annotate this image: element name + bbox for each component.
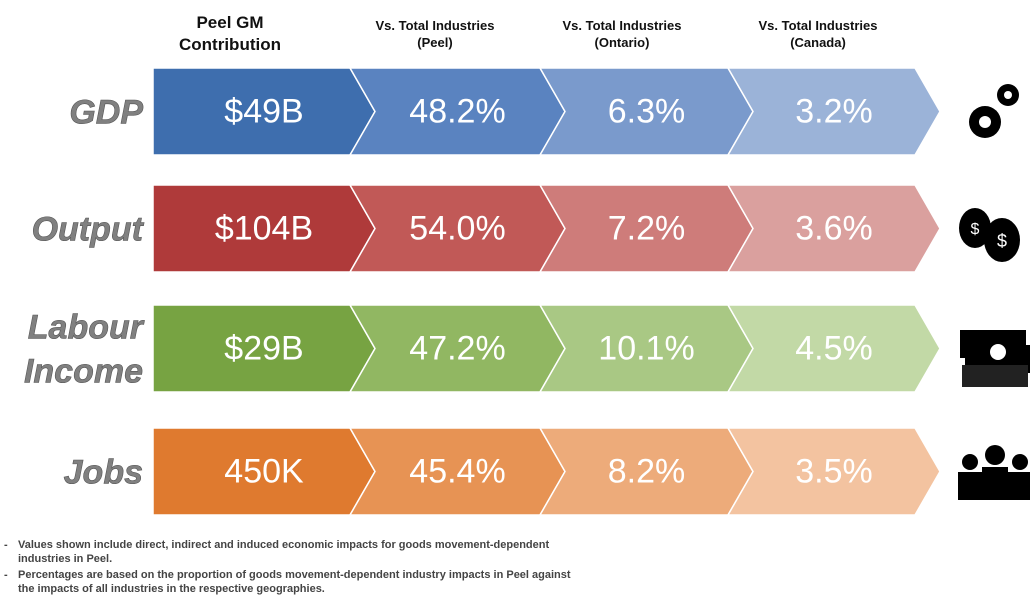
chevron <box>726 67 941 156</box>
column-header: Vs. Total Industries <box>563 18 682 33</box>
cell-value: 4.5% <box>795 329 873 367</box>
cell-value: 54.0% <box>409 209 505 247</box>
cell-value: 10.1% <box>598 329 694 367</box>
cell-value: 45.4% <box>409 452 505 490</box>
note: industries in Peel. <box>18 553 112 565</box>
cell-value: 3.6% <box>795 209 873 247</box>
column-header: (Canada) <box>790 35 846 50</box>
column-header: Contribution <box>179 35 281 54</box>
row-label: GDP <box>69 94 143 132</box>
bullet: - <box>4 569 8 581</box>
note: the impacts of all industries in the res… <box>18 583 325 595</box>
cell-value: 7.2% <box>608 209 686 247</box>
cell-value: $29B <box>224 329 303 367</box>
cell-value: 450K <box>224 452 304 490</box>
cash-icon <box>960 330 1030 387</box>
cell-value: $104B <box>215 209 313 247</box>
column-header: (Ontario) <box>595 35 650 50</box>
row-label: Output <box>32 211 145 249</box>
cell-value: 8.2% <box>608 452 686 490</box>
people-icon <box>958 445 1030 500</box>
note: Percentages are based on the proportion … <box>18 569 571 581</box>
chevron <box>726 427 941 516</box>
cell-value: 3.2% <box>795 92 873 130</box>
cell-value: 47.2% <box>409 329 505 367</box>
note: Values shown include direct, indirect an… <box>18 539 549 551</box>
column-header: Peel GM <box>196 13 263 32</box>
money-bags-icon: $ $ <box>959 208 1020 262</box>
row-label: Labour <box>28 309 145 347</box>
column-header: (Peel) <box>417 35 452 50</box>
column-header: Vs. Total Industries <box>376 18 495 33</box>
row-label: Income <box>24 353 143 391</box>
chevron <box>726 304 941 393</box>
bullet: - <box>4 539 8 551</box>
cell-value: 6.3% <box>608 92 686 130</box>
svg-text:$: $ <box>997 231 1007 251</box>
cell-value: $49B <box>224 92 303 130</box>
cell-value: 48.2% <box>409 92 505 130</box>
column-header: Vs. Total Industries <box>759 18 878 33</box>
gear-icon <box>969 84 1019 138</box>
row-label: Jobs <box>64 454 143 492</box>
cell-value: 3.5% <box>795 452 873 490</box>
chevron <box>726 184 941 273</box>
svg-text:$: $ <box>971 221 980 238</box>
